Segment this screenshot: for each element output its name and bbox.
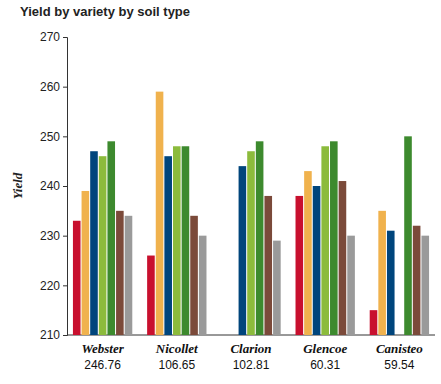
y-tick: 250	[40, 130, 67, 144]
bar	[339, 181, 347, 335]
title: Yield by variety by soil type	[20, 4, 190, 19]
bar	[313, 186, 321, 335]
y-tick-label: 230	[40, 229, 60, 243]
bar	[107, 141, 115, 335]
bar	[421, 236, 429, 335]
chart: Yield by variety by soil type 210 220 230 24…	[0, 0, 441, 384]
x-labels: Webster 246.76 Nicollet 106.65 Clarion 102.81…	[81, 341, 423, 372]
bar	[125, 216, 133, 335]
y-tick: 230	[40, 229, 67, 243]
y-tick-label: 240	[40, 179, 60, 193]
bar	[164, 156, 172, 335]
category-value: 246.76	[84, 358, 121, 372]
y-tick-label: 250	[40, 130, 60, 144]
y-tick-label: 270	[40, 30, 60, 44]
bar	[239, 166, 247, 335]
bar	[199, 236, 207, 335]
bar	[173, 146, 181, 335]
y-tick-mark	[63, 285, 67, 286]
bar	[73, 221, 81, 335]
bar	[264, 196, 272, 335]
y-tick: 210	[40, 328, 67, 342]
bar	[247, 151, 255, 335]
category-value: 102.81	[233, 358, 270, 372]
y-axis: 210 220 230 240 250 260 270	[40, 30, 68, 342]
y-tick-label: 220	[40, 279, 60, 293]
bar	[370, 310, 378, 335]
y-axis-title: Yield	[10, 172, 25, 199]
x-tick-label: Glencoe	[303, 341, 347, 356]
y-tick-mark	[63, 335, 67, 336]
y-tick: 220	[40, 279, 67, 293]
bar	[273, 241, 281, 335]
y-axis-line	[63, 38, 68, 336]
y-tick: 270	[40, 30, 67, 44]
x-tick-label: Nicollet	[155, 341, 198, 356]
y-tick-label: 210	[40, 328, 60, 342]
x-tick-label: Clarion	[230, 341, 271, 356]
bar	[147, 256, 155, 335]
y-tick-mark	[63, 186, 67, 187]
bars	[73, 92, 429, 335]
category-value: 106.65	[158, 358, 195, 372]
bar	[413, 226, 421, 335]
bar	[82, 191, 90, 335]
bar	[190, 216, 198, 335]
bar	[90, 151, 98, 335]
x-tick-label: Webster	[81, 341, 124, 356]
y-tick: 260	[40, 80, 67, 94]
bar	[256, 141, 264, 335]
bar	[116, 211, 124, 335]
bar	[296, 196, 304, 335]
y-tick-label: 260	[40, 80, 60, 94]
x-tick-label: Canisteo	[376, 341, 423, 356]
bar	[378, 211, 386, 335]
y-tick-mark	[63, 236, 67, 237]
category-value: 60.31	[310, 358, 340, 372]
bar	[156, 92, 164, 335]
bar	[404, 136, 412, 335]
plot: 210 220 230 240 250 260 270 Webster 246.76 Nicoll…	[40, 30, 435, 372]
y-tick-mark	[63, 136, 67, 137]
bar	[387, 231, 395, 335]
bar	[330, 141, 338, 335]
y-tick-mark	[63, 87, 67, 88]
bar	[304, 171, 312, 335]
y-tick: 240	[40, 179, 67, 193]
bar	[182, 146, 190, 335]
bar	[99, 156, 107, 335]
bar	[347, 236, 355, 335]
y-tick-mark	[63, 37, 67, 38]
bar	[321, 146, 329, 335]
category-value: 59.54	[384, 358, 414, 372]
